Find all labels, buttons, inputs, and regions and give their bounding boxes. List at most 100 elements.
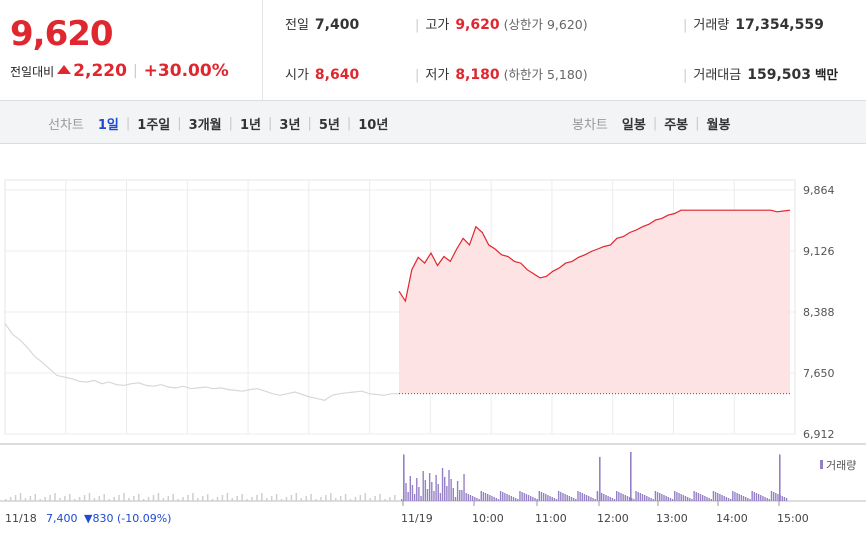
tab-3m[interactable]: 3개월 — [188, 118, 222, 133]
volume-bar — [573, 498, 575, 501]
volume-bar — [620, 493, 622, 501]
volume-bar — [241, 494, 243, 501]
volume-bar — [577, 491, 579, 501]
volume-bar — [137, 494, 140, 501]
volume-bar — [719, 494, 721, 501]
volume-bar — [749, 499, 751, 501]
price-area — [399, 210, 790, 394]
volume-bar — [519, 491, 521, 501]
tab-daily[interactable]: 일봉 — [621, 118, 646, 133]
volume-bar — [374, 496, 376, 501]
volume-bar — [325, 495, 327, 501]
volume-bar — [73, 499, 76, 501]
volume-bar — [671, 499, 674, 501]
volume-bar — [64, 496, 66, 501]
volume-bar — [659, 493, 661, 501]
volume-bar — [588, 496, 590, 501]
volume-bar — [628, 497, 631, 501]
prev-day-date: 11/18 — [5, 512, 37, 525]
volume-bar — [521, 492, 523, 501]
tab-1w[interactable]: 1주일 — [137, 118, 171, 133]
volume-bar — [646, 496, 648, 501]
volume-bar — [216, 497, 219, 501]
volume-bar — [14, 495, 17, 501]
volume-bar — [123, 493, 125, 501]
candle-chart-tabs: 봉차트 일봉 | 주봉 | 월봉 — [572, 116, 731, 133]
volume-bar — [448, 470, 450, 501]
volume-bar — [609, 497, 611, 501]
volume-bar — [762, 496, 764, 501]
volume-bar — [766, 498, 768, 501]
volume-bar — [349, 499, 352, 501]
volume-bar — [197, 498, 199, 501]
volume-bar — [54, 493, 56, 501]
volume-bar — [439, 493, 442, 501]
volume-bar — [39, 499, 41, 501]
volume-bar — [49, 495, 51, 501]
volume-bar — [648, 497, 650, 501]
volume-bar — [697, 493, 700, 501]
volume-bar — [118, 495, 120, 501]
stat-open: 시가 8,640 — [285, 67, 360, 83]
volume-bar — [478, 499, 480, 501]
volume-bar — [5, 499, 7, 501]
x-tick-label: 14:00 — [716, 512, 748, 525]
volume-bar — [411, 485, 414, 501]
volume-bar — [770, 491, 773, 501]
volume-bar — [182, 497, 184, 501]
volume-bar — [532, 497, 534, 501]
volume-bar — [514, 498, 517, 501]
volume-bar — [525, 494, 528, 501]
stat-volume: | 거래량 17,354,559 — [683, 17, 824, 33]
volume-bar — [663, 495, 665, 501]
volume-bar — [665, 496, 667, 501]
volume-bar — [422, 471, 424, 501]
volume-bar — [236, 496, 238, 501]
volume-bar — [491, 496, 493, 501]
volume-bar — [192, 493, 194, 501]
volume-bar — [508, 495, 510, 501]
volume-bar — [162, 498, 165, 501]
volume-bar — [320, 497, 322, 501]
price-box: 9,620 전일대비 2,220 | +30.00% — [0, 0, 263, 100]
volume-bar — [359, 495, 362, 501]
volume-bar — [407, 492, 409, 501]
volume-bar — [777, 494, 779, 501]
volume-bar — [270, 496, 273, 501]
volume-bar — [560, 492, 562, 501]
volume-bar — [467, 494, 470, 501]
volume-bar — [538, 491, 540, 501]
tab-3y[interactable]: 3년 — [279, 118, 301, 133]
volume-bar — [142, 499, 145, 501]
volume-bar — [69, 494, 71, 501]
volume-bar — [202, 496, 204, 501]
volume-bar — [315, 499, 317, 501]
candle-chart-label: 봉차트 — [572, 118, 608, 133]
volume-bar — [547, 495, 549, 501]
volume-bar — [34, 494, 37, 501]
tab-monthly[interactable]: 월봉 — [706, 118, 731, 133]
volume-bar — [221, 495, 224, 501]
volume-bar — [24, 498, 27, 501]
volume-bar — [499, 491, 502, 501]
tab-10y[interactable]: 10년 — [358, 118, 389, 133]
volume-spike — [630, 452, 632, 501]
volume-bar — [557, 491, 560, 501]
tab-1y[interactable]: 1년 — [240, 118, 262, 133]
volume-bar — [680, 494, 682, 501]
tab-weekly[interactable]: 주봉 — [664, 118, 689, 133]
volume-bar — [157, 493, 160, 501]
stat-trade-value: | 거래대금 159,503 백만 — [683, 67, 839, 83]
volume-bar — [712, 491, 715, 501]
y-tick-label: 9,864 — [803, 184, 835, 197]
tab-5y[interactable]: 5년 — [318, 118, 340, 133]
volume-bar — [555, 499, 558, 501]
change-label: 전일대비 — [10, 64, 55, 79]
tab-1d[interactable]: 1일 — [97, 118, 119, 133]
volume-bar — [785, 498, 788, 501]
volume-bar — [603, 494, 605, 501]
volume-bar — [420, 496, 422, 501]
y-tick-label: 8,388 — [803, 306, 835, 319]
volume-bar — [98, 496, 101, 501]
volume-bar — [732, 491, 734, 501]
